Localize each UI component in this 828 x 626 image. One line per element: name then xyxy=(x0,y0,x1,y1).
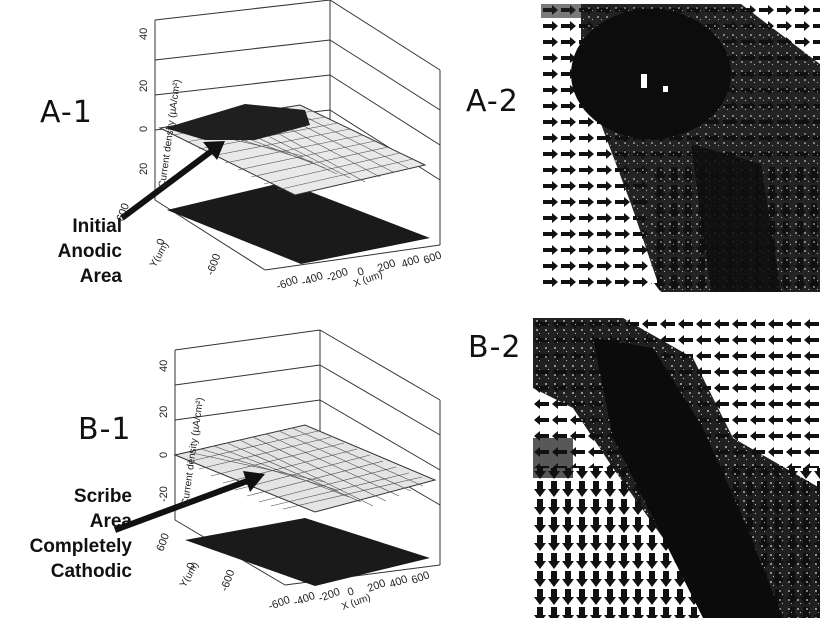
y-tick: 0 xyxy=(185,561,198,571)
y-axis-label: Y(um) xyxy=(148,240,171,269)
y-tick: -600 xyxy=(205,252,224,277)
annotation-line: Anodic xyxy=(57,241,122,262)
x-axis-label: X (um) xyxy=(340,592,372,613)
annotation-line: Cathodic xyxy=(50,561,132,582)
x-tick: 400 xyxy=(400,253,421,271)
x-tick: 200 xyxy=(376,257,397,275)
x-tick: -400 xyxy=(300,270,325,289)
z-axis-a1: 40 20 0 20 Current density (µA/cm²) xyxy=(138,28,183,189)
z-tick: 20 xyxy=(158,406,170,418)
mesh-surface xyxy=(173,424,437,513)
panel-label-a2: A-2 xyxy=(466,84,519,119)
vector-map-a2 xyxy=(541,4,820,292)
annotation-line: Area xyxy=(89,511,132,532)
x-tick: -600 xyxy=(267,594,292,613)
dark-core xyxy=(571,9,731,139)
z-tick: 0 xyxy=(138,126,150,132)
x-tick: -200 xyxy=(325,266,350,285)
x-tick: 600 xyxy=(410,569,431,587)
annotation-line: Scribe xyxy=(73,486,132,507)
vector-map-b2 xyxy=(533,318,820,618)
annotation-line: Initial xyxy=(72,216,122,237)
y-tick: 0 xyxy=(155,237,168,247)
anodic-peak xyxy=(165,104,310,140)
x-tick: 0 xyxy=(356,265,366,278)
x-tick: 200 xyxy=(366,577,387,595)
z-tick: 40 xyxy=(138,28,150,40)
z-tick: 20 xyxy=(138,80,150,92)
plot-b1-surface: 40 20 0 -20 Current density (µA/cm²) 600… xyxy=(113,329,441,613)
x-tick: -600 xyxy=(275,274,300,293)
y-tick: 600 xyxy=(155,532,173,553)
panel-label-a1: A-1 xyxy=(40,95,93,130)
arrow-b1 xyxy=(113,477,252,533)
x-tick: -200 xyxy=(317,586,342,605)
annotation-line: Completely xyxy=(29,536,132,557)
floor-shadow xyxy=(185,518,430,586)
y-tick: 600 xyxy=(115,202,133,223)
y-axis-label: Y(um) xyxy=(178,560,201,589)
y-tick: -600 xyxy=(219,568,238,593)
z-tick: 40 xyxy=(158,360,170,372)
z-tick: 0 xyxy=(158,452,170,458)
floor-shadow xyxy=(167,182,430,264)
y-axis-a1: 600 0 -600 Y(um) xyxy=(115,202,224,277)
z-tick: -20 xyxy=(158,486,170,502)
x-tick: 400 xyxy=(388,573,409,591)
annotation-line: Area xyxy=(79,266,122,287)
z-tick: 20 xyxy=(138,163,150,175)
plot-a1-surface: 40 20 0 20 Current density (µA/cm²) 600 … xyxy=(115,0,443,293)
arrow-a1 xyxy=(120,147,215,221)
panel-label-b2: B-2 xyxy=(468,330,522,365)
x-tick: -400 xyxy=(292,590,317,609)
annotation-a1: Initial Anodic Area xyxy=(20,214,122,289)
x-tick: 600 xyxy=(422,249,443,267)
panel-label-b1: B-1 xyxy=(78,412,132,447)
x-tick: 0 xyxy=(346,585,356,598)
annotation-b1: Scribe Area Completely Cathodic xyxy=(10,484,132,584)
